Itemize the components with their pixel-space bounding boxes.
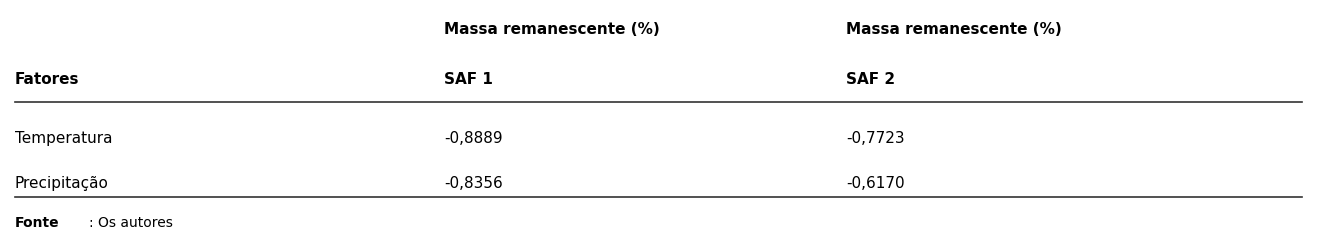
Text: Precipitação: Precipitação (15, 175, 109, 190)
Text: Fonte: Fonte (15, 215, 59, 229)
Text: Massa remanescente (%): Massa remanescente (%) (444, 22, 660, 36)
Text: SAF 2: SAF 2 (847, 72, 895, 87)
Text: -0,8889: -0,8889 (444, 131, 503, 145)
Text: : Os autores: : Os autores (89, 215, 172, 229)
Text: -0,6170: -0,6170 (847, 175, 905, 190)
Text: Massa remanescente (%): Massa remanescente (%) (847, 22, 1062, 36)
Text: -0,8356: -0,8356 (444, 175, 503, 190)
Text: SAF 1: SAF 1 (444, 72, 493, 87)
Text: -0,7723: -0,7723 (847, 131, 905, 145)
Text: Temperatura: Temperatura (15, 131, 113, 145)
Text: Fatores: Fatores (15, 72, 79, 87)
